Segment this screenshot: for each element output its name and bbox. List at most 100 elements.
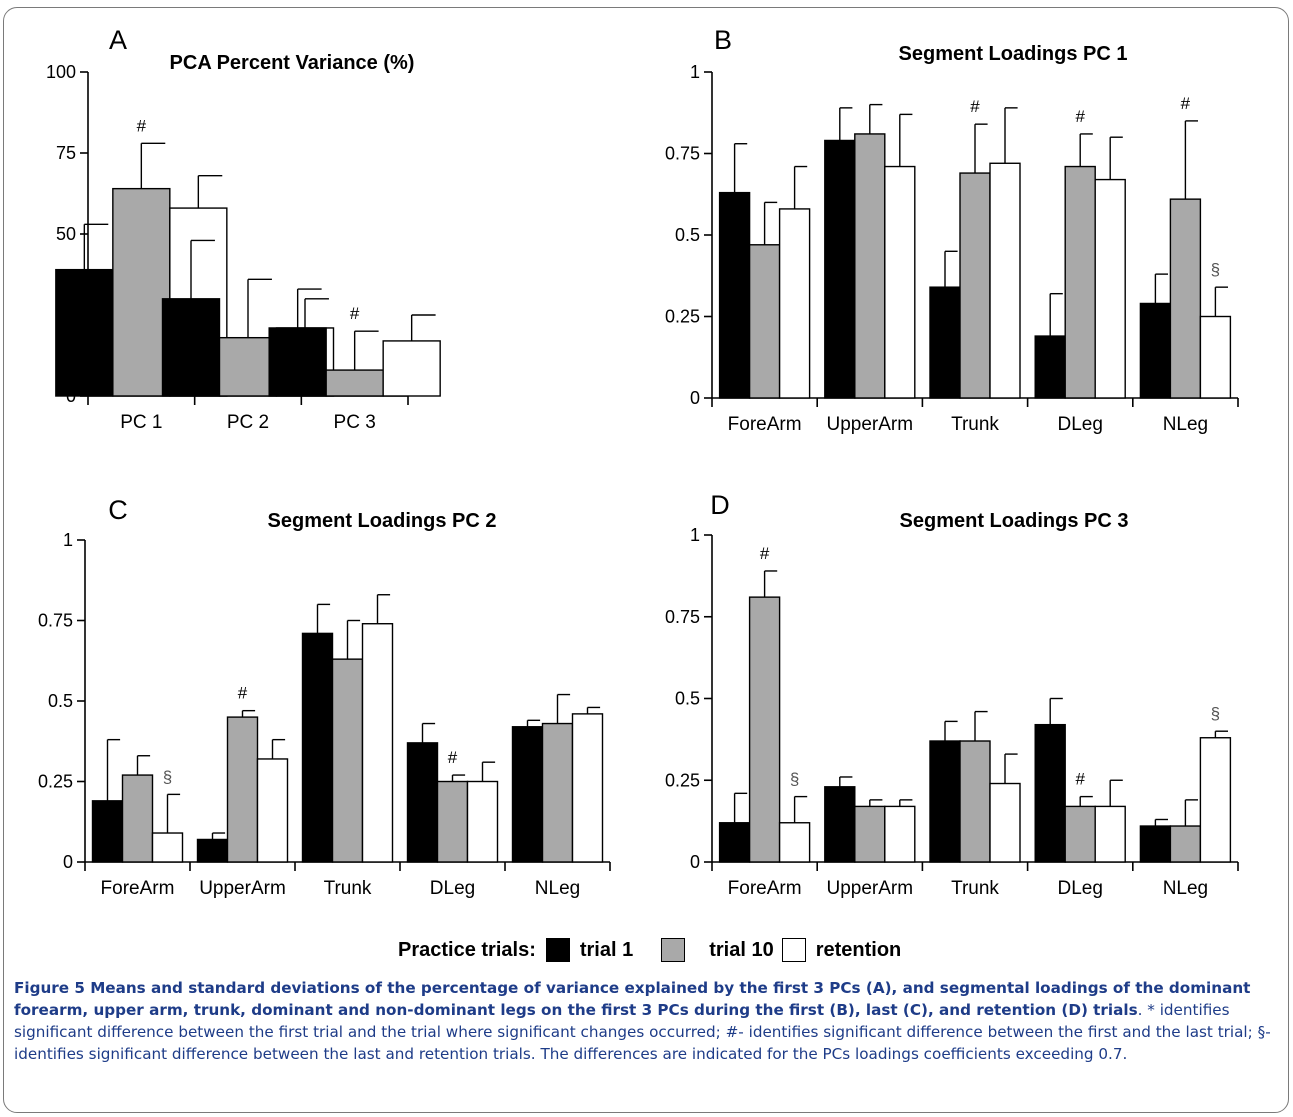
legend-label-trial-1: trial 1 (579, 938, 634, 961)
panel-c-bar-trial-1 (301, 632, 334, 863)
panel-b-bar-retention (1094, 178, 1126, 399)
panel-a-bar-trial-10 (325, 369, 384, 397)
panel-b-bar-retention (989, 162, 1021, 399)
panel-c-ytick-label: 0.25 (38, 772, 73, 792)
panel-a-bar-trial-10 (218, 336, 278, 397)
panel-a-bar-trial-1 (268, 327, 327, 397)
panel-c-category-label: DLeg (430, 878, 475, 899)
panel-d-significance-mark: § (1211, 704, 1220, 723)
panel-b-category-label: DLeg (1057, 414, 1102, 435)
panel-a-ytick-label: 100 (46, 62, 76, 82)
panel-d-bar-trial-10 (1169, 825, 1202, 863)
panel-c-bar-retention (151, 832, 184, 863)
panel-b-ytick-label: 0.5 (675, 225, 700, 245)
panel-d-bar-retention (1199, 737, 1232, 863)
panel-d-category-label: NLeg (1163, 878, 1208, 899)
panel-c-category-label: Trunk (324, 878, 372, 899)
figure-frame (3, 7, 1289, 1113)
panel-b-bar-retention (884, 165, 916, 399)
panel-d-bar-trial-10 (959, 740, 991, 863)
panel-b-bar-trial-10 (748, 244, 781, 399)
panel-a-category-label: PC 2 (227, 412, 269, 433)
panel-d-bar-retention (1094, 805, 1126, 863)
panel-a-bar-trial-1 (55, 268, 114, 397)
panel-d-category-label: DLeg (1057, 878, 1102, 899)
panel-b-bar-trial-10 (1064, 165, 1096, 399)
panel-c-title: Segment Loadings PC 2 (268, 510, 497, 532)
panel-b-bar-trial-1 (1034, 335, 1066, 399)
figure-caption: Figure 5 Means and standard deviations o… (14, 977, 1282, 1065)
panel-b-letter: B (714, 25, 732, 55)
panel-a-ytick-label: 50 (56, 224, 76, 244)
panel-c-ytick-label: 1 (63, 530, 73, 550)
panel-c-bar-trial-10 (121, 774, 154, 863)
panel-b-bar-trial-1 (929, 286, 961, 399)
panel-c-significance-mark: # (448, 748, 458, 767)
panel-c-letter: C (108, 495, 128, 525)
legend-label-trial-10: trial 10 (709, 938, 774, 961)
panel-d-significance-mark: # (1075, 770, 1085, 789)
legend-swatch-trial-10 (661, 938, 686, 962)
panel-c-bar-trial-1 (91, 800, 124, 863)
panel-a-category-label: PC 1 (120, 412, 162, 433)
panel-b-category-label: ForeArm (728, 414, 802, 435)
panel-b-category-label: NLeg (1163, 414, 1208, 435)
panel-a-significance-mark: # (137, 116, 147, 135)
panel-c-bar-trial-10 (226, 716, 259, 863)
panel-b-bar-trial-1 (824, 139, 856, 399)
panel-c-bar-trial-10 (541, 722, 574, 863)
panel-a-significance-mark: # (350, 304, 360, 323)
panel-b-significance-mark: # (1075, 107, 1085, 126)
panel-d-bar-trial-1 (929, 740, 961, 863)
panel-a-category-label: PC 3 (334, 412, 376, 433)
panel-a-letter: A (109, 25, 127, 55)
panel-a-bar-retention (382, 340, 441, 397)
panel-a-bar-trial-1 (161, 298, 221, 397)
legend: Practice trials: trial 1 trial 10 retent… (398, 935, 901, 965)
panel-d-significance-mark: # (760, 544, 770, 563)
panel-d-bar-retention (989, 782, 1021, 863)
panel-c-bar-retention (466, 780, 499, 863)
panel-d-ytick-label: 0.5 (675, 689, 700, 709)
panel-b-significance-mark: § (1211, 260, 1220, 279)
panel-c-significance-mark: § (163, 767, 172, 786)
panel-c-bar-retention (571, 713, 604, 863)
panel-b-category-label: Trunk (951, 414, 999, 435)
panel-c-bar-retention (361, 623, 394, 863)
panel-b-ytick-label: 0.25 (665, 307, 700, 327)
panel-a-bar-trial-10 (112, 187, 171, 397)
legend-swatch-retention (781, 938, 806, 962)
panel-c-bar-trial-1 (196, 838, 229, 863)
caption-bold: Figure 5 Means and standard deviations o… (14, 979, 1251, 1019)
panel-a-ytick-label: 75 (56, 143, 76, 163)
panel-d-ytick-label: 0 (690, 852, 700, 872)
panel-c-bar-trial-1 (511, 726, 544, 863)
panel-d-category-label: UpperArm (827, 878, 914, 899)
legend-label-retention: retention (815, 938, 902, 961)
panel-b-category-label: UpperArm (827, 414, 914, 435)
panel-b-bar-trial-10 (1169, 198, 1202, 399)
panel-c-bar-trial-10 (331, 658, 364, 863)
panel-d-ytick-label: 1 (690, 525, 700, 545)
panel-b-bar-retention (778, 208, 811, 399)
panel-b-ytick-label: 0.75 (665, 144, 700, 164)
panel-c-ytick-label: 0.5 (48, 691, 73, 711)
panel-c-significance-mark: # (238, 684, 248, 703)
panel-c-bar-trial-1 (406, 742, 439, 863)
panel-b-bar-trial-1 (1139, 302, 1172, 399)
panel-c-category-label: NLeg (535, 878, 580, 899)
panel-d-title: Segment Loadings PC 3 (900, 510, 1129, 532)
panel-b-significance-mark: # (970, 97, 980, 116)
panel-d-bar-trial-1 (1034, 723, 1066, 863)
panel-b-bar-trial-1 (718, 191, 751, 399)
legend-title: Practice trials: (398, 938, 536, 961)
panel-b-ytick-label: 1 (690, 62, 700, 82)
panel-d-bar-retention (884, 805, 916, 863)
panel-d-bar-trial-10 (854, 805, 886, 863)
panel-d-bar-trial-10 (748, 596, 781, 863)
panel-c-ytick-label: 0.75 (38, 611, 73, 631)
panel-b-title: Segment Loadings PC 1 (899, 43, 1128, 65)
panel-c-ytick-label: 0 (63, 852, 73, 872)
panel-d-ytick-label: 0.75 (665, 607, 700, 627)
